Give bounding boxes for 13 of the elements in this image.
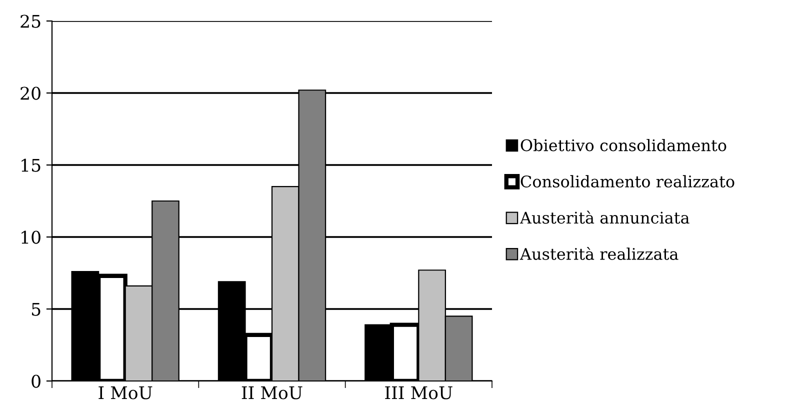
y-tick-label: 10	[22, 230, 40, 244]
legend-label: Austerità annunciata	[520, 210, 690, 224]
y-tick-label: 25	[20, 14, 40, 28]
x-tick-label: I MoU	[98, 386, 152, 400]
legend-label: Consolidamento realizzato	[520, 175, 734, 188]
legend-label: Austerità realizzata	[520, 246, 678, 260]
x-tick-label: III MoU	[385, 386, 452, 400]
y-tick-label: 0	[32, 374, 40, 388]
x-tick-label: II MoU	[242, 386, 302, 400]
y-tick-label: 5	[32, 302, 40, 316]
y-tick-label: 15	[22, 158, 40, 172]
legend-label: Obiettivo consolidamento	[520, 138, 726, 152]
y-tick-label: 20	[20, 86, 40, 100]
